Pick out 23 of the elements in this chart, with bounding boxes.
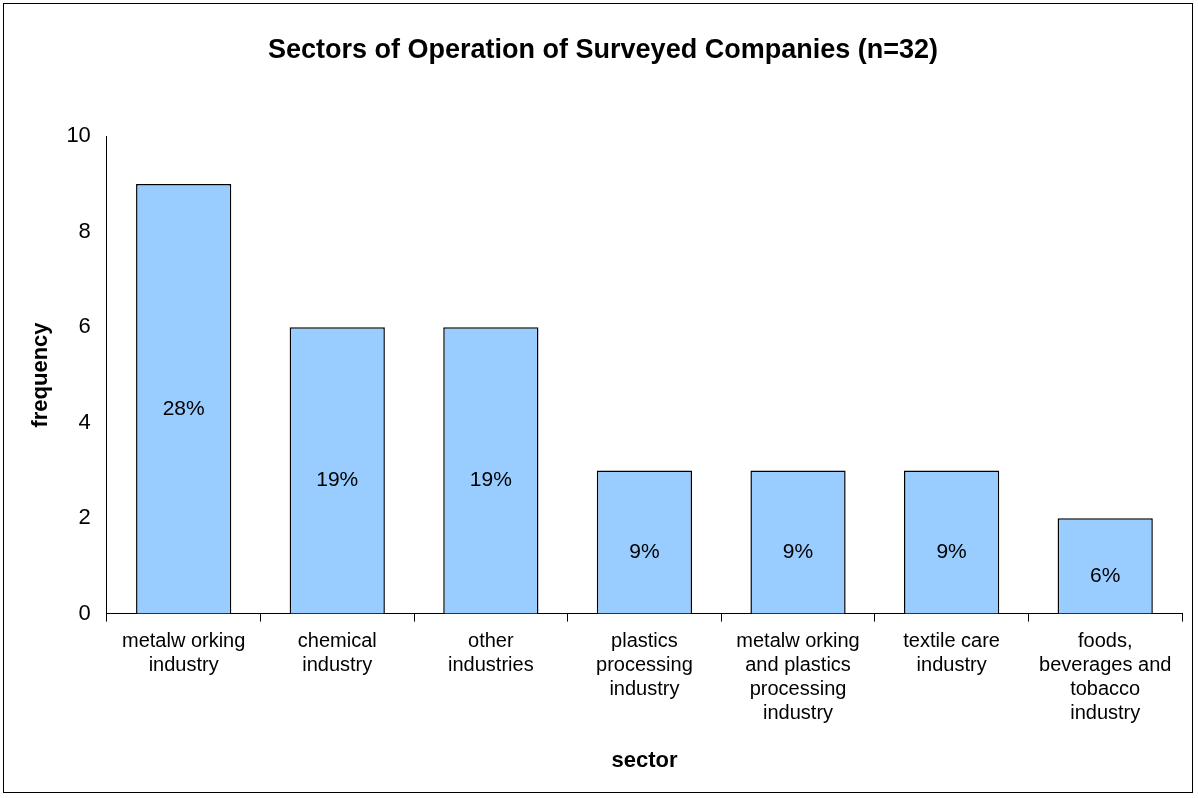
y-tick-label: 0 bbox=[78, 599, 91, 625]
annotation: 19% bbox=[316, 467, 359, 491]
x-axis-title: sector bbox=[611, 746, 678, 772]
y-tick-label: 8 bbox=[78, 217, 91, 243]
annotation: 6% bbox=[1090, 562, 1121, 586]
x-tick-label: other industries bbox=[448, 629, 534, 676]
annotation: 9% bbox=[629, 538, 660, 562]
annotation: 19% bbox=[469, 467, 512, 491]
x-tick-label: chemical industry bbox=[297, 629, 377, 676]
x-tick-label: metalw orking and plastics processing industry bbox=[736, 629, 860, 724]
x-tick-label: metalw orking industry bbox=[121, 629, 246, 676]
y-tick-label: 4 bbox=[78, 408, 91, 434]
y-tick-label: 6 bbox=[78, 313, 91, 339]
annotation: 28% bbox=[162, 395, 205, 419]
y-tick-label: 2 bbox=[78, 504, 91, 530]
y-axis-title: frequency bbox=[27, 321, 53, 428]
annotation: 9% bbox=[782, 538, 814, 562]
x-tick-label: plastics processing industry bbox=[596, 629, 693, 700]
x-tick-label: foods, beverages and tobacco industry bbox=[1039, 629, 1172, 724]
y-tick-label: 10 bbox=[66, 122, 91, 148]
x-tick-label: textile care industry bbox=[903, 629, 1000, 676]
chart-title: Sectors of Operation of Surveyed Companies (n=32) bbox=[268, 33, 938, 64]
annotation: 9% bbox=[936, 538, 967, 562]
